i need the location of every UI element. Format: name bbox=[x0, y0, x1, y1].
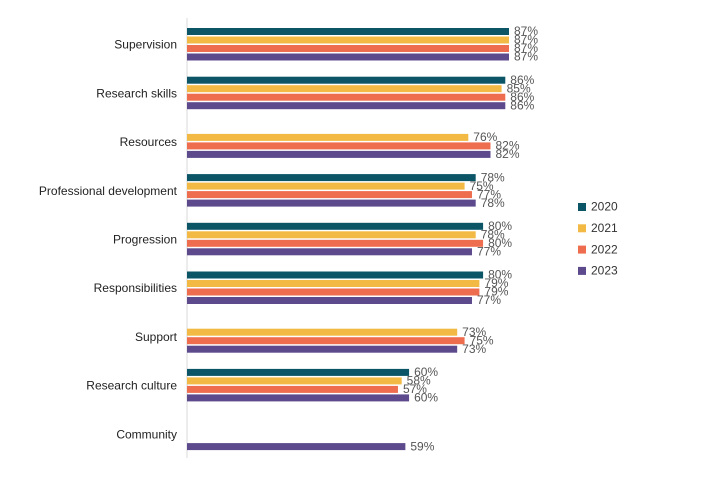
data-label: 58% bbox=[407, 374, 431, 388]
bar-series-group bbox=[187, 28, 509, 451]
data-label: 79% bbox=[484, 276, 508, 290]
bar-2023 bbox=[187, 345, 458, 353]
bar-2023 bbox=[187, 443, 406, 451]
bar-2023 bbox=[187, 394, 410, 402]
bar-2022 bbox=[187, 239, 484, 247]
data-label: 87% bbox=[514, 41, 538, 55]
legend-swatch-2020 bbox=[578, 203, 586, 211]
data-label: 78% bbox=[481, 170, 505, 184]
category-label: Support bbox=[135, 330, 178, 344]
data-label: 86% bbox=[510, 90, 534, 104]
legend: 2020 2021 2022 2023 bbox=[578, 200, 618, 278]
bar-2020 bbox=[187, 174, 476, 182]
legend-swatch-2022 bbox=[578, 245, 586, 254]
legend-label: 2021 bbox=[591, 221, 618, 235]
data-label: 85% bbox=[507, 81, 531, 95]
bar-2023 bbox=[187, 53, 509, 61]
category-label: Progression bbox=[113, 232, 177, 246]
data-label: 87% bbox=[514, 50, 538, 64]
data-label: 86% bbox=[510, 73, 534, 87]
data-label: 82% bbox=[495, 139, 519, 153]
data-label: 73% bbox=[462, 342, 486, 356]
bar-2021 bbox=[187, 328, 458, 336]
bar-2020 bbox=[187, 368, 410, 376]
data-label: 57% bbox=[403, 382, 427, 396]
data-label: 60% bbox=[414, 391, 438, 405]
category-labels: Supervision Research skills Resources Profe… bbox=[39, 38, 178, 442]
data-label: 87% bbox=[514, 24, 538, 38]
bar-2022 bbox=[187, 93, 506, 101]
data-label: 80% bbox=[488, 219, 512, 233]
bar-2023 bbox=[187, 150, 491, 158]
data-label: 75% bbox=[470, 179, 494, 193]
data-label: 82% bbox=[495, 147, 519, 161]
bar-2022 bbox=[187, 142, 491, 150]
data-label: 86% bbox=[510, 98, 534, 112]
data-label: 76% bbox=[473, 130, 497, 144]
category-label: Responsibilities bbox=[94, 281, 177, 295]
bar-2021 bbox=[187, 182, 465, 190]
data-label: 78% bbox=[481, 196, 505, 210]
data-label: 80% bbox=[488, 236, 512, 250]
data-label: 73% bbox=[462, 325, 486, 339]
category-label: Research skills bbox=[96, 86, 177, 100]
data-label: 59% bbox=[410, 439, 434, 453]
data-label: 75% bbox=[470, 333, 494, 347]
bar-2020 bbox=[187, 76, 506, 84]
legend-label: 2020 bbox=[591, 200, 618, 214]
bar-2021 bbox=[187, 231, 476, 239]
bar-2020 bbox=[187, 28, 509, 35]
data-label: 80% bbox=[488, 268, 512, 282]
bar-2021 bbox=[187, 85, 502, 93]
bar-2022 bbox=[187, 191, 472, 199]
data-label: 79% bbox=[484, 285, 508, 299]
bar-2021 bbox=[187, 36, 509, 44]
value-labels: 87%87%87%87%86%85%86%86%76%82%82%78%75%7… bbox=[403, 24, 538, 453]
bar-2021 bbox=[187, 377, 402, 385]
bar-2021 bbox=[187, 133, 469, 141]
category-label: Supervision bbox=[114, 38, 177, 52]
category-label: Professional development bbox=[39, 184, 178, 198]
bar-2023 bbox=[187, 297, 472, 304]
legend-label: 2022 bbox=[591, 242, 618, 256]
legend-swatch-2021 bbox=[578, 224, 586, 233]
category-label: Research culture bbox=[86, 379, 177, 393]
legend-swatch-2023 bbox=[578, 266, 586, 275]
bar-2022 bbox=[187, 385, 398, 393]
data-label: 87% bbox=[514, 33, 538, 47]
legend-label: 2023 bbox=[591, 264, 618, 278]
category-label: Community bbox=[116, 427, 177, 441]
bar-2020 bbox=[187, 271, 484, 279]
bar-2022 bbox=[187, 288, 480, 296]
bar-2020 bbox=[187, 222, 484, 230]
bar-2022 bbox=[187, 337, 465, 345]
bar-2023 bbox=[187, 199, 476, 207]
data-label: 77% bbox=[477, 244, 501, 258]
bar-2022 bbox=[187, 45, 509, 52]
bar-2023 bbox=[187, 248, 472, 256]
data-label: 60% bbox=[414, 365, 438, 379]
data-label: 78% bbox=[481, 227, 505, 241]
bar-2021 bbox=[187, 280, 480, 287]
data-label: 77% bbox=[477, 293, 501, 307]
data-label: 77% bbox=[477, 187, 501, 201]
bar-2023 bbox=[187, 102, 506, 110]
category-label: Resources bbox=[120, 135, 177, 149]
